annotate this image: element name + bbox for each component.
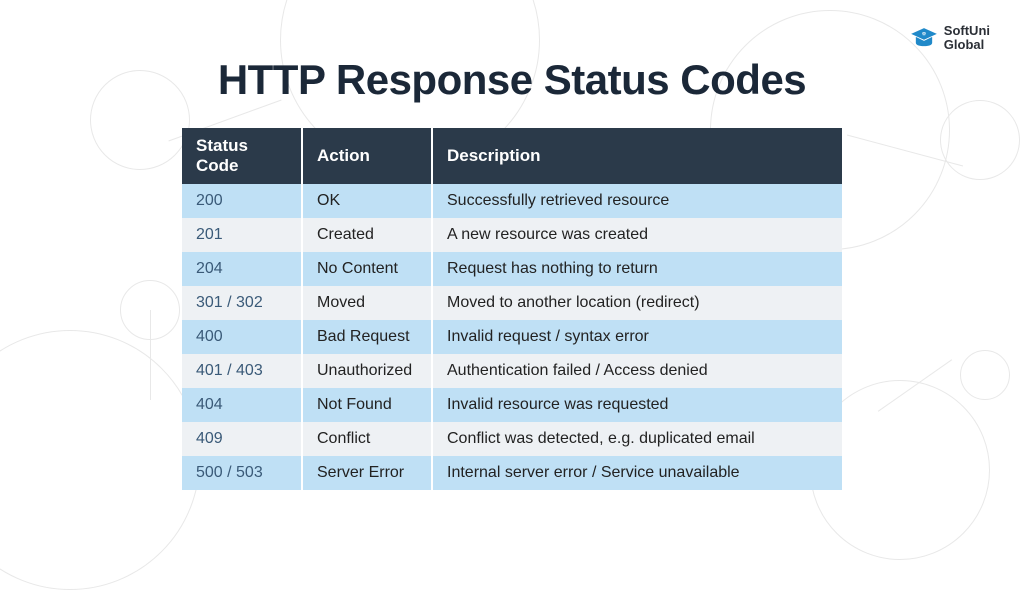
page-title: HTTP Response Status Codes (0, 56, 1024, 104)
status-codes-table: Status Code Action Description 200OKSucc… (182, 128, 842, 490)
col-header-status-code: Status Code (182, 128, 302, 184)
table-header-row: Status Code Action Description (182, 128, 842, 184)
cell-status-code: 404 (182, 388, 302, 422)
cell-description: Moved to another location (redirect) (432, 286, 842, 320)
table-row: 204No ContentRequest has nothing to retu… (182, 252, 842, 286)
table-row: 301 / 302MovedMoved to another location … (182, 286, 842, 320)
cell-status-code: 200 (182, 184, 302, 218)
cell-action: Created (302, 218, 432, 252)
cell-status-code: 401 / 403 (182, 354, 302, 388)
cell-description: Invalid request / syntax error (432, 320, 842, 354)
cell-action: OK (302, 184, 432, 218)
cell-status-code: 201 (182, 218, 302, 252)
cell-action: Conflict (302, 422, 432, 456)
cell-description: Conflict was detected, e.g. duplicated e… (432, 422, 842, 456)
col-header-action: Action (302, 128, 432, 184)
table-row: 409ConflictConflict was detected, e.g. d… (182, 422, 842, 456)
cell-status-code: 204 (182, 252, 302, 286)
table-row: 404Not FoundInvalid resource was request… (182, 388, 842, 422)
cell-description: Authentication failed / Access denied (432, 354, 842, 388)
cell-description: Request has nothing to return (432, 252, 842, 286)
brand-name-top: SoftUni (944, 24, 990, 38)
cell-action: Server Error (302, 456, 432, 490)
cell-description: Internal server error / Service unavaila… (432, 456, 842, 490)
brand-logo: SoftUni Global (910, 24, 990, 51)
cell-action: Unauthorized (302, 354, 432, 388)
cell-description: A new resource was created (432, 218, 842, 252)
col-header-description: Description (432, 128, 842, 184)
cell-description: Invalid resource was requested (432, 388, 842, 422)
cell-status-code: 400 (182, 320, 302, 354)
table-row: 400Bad RequestInvalid request / syntax e… (182, 320, 842, 354)
cell-status-code: 500 / 503 (182, 456, 302, 490)
graduation-cap-icon (910, 26, 938, 50)
cell-action: Not Found (302, 388, 432, 422)
brand-name-bottom: Global (944, 38, 990, 52)
cell-action: No Content (302, 252, 432, 286)
cell-action: Moved (302, 286, 432, 320)
table-row: 200OKSuccessfully retrieved resource (182, 184, 842, 218)
brand-name: SoftUni Global (944, 24, 990, 51)
table-row: 500 / 503Server ErrorInternal server err… (182, 456, 842, 490)
cell-action: Bad Request (302, 320, 432, 354)
table-row: 401 / 403UnauthorizedAuthentication fail… (182, 354, 842, 388)
table-row: 201CreatedA new resource was created (182, 218, 842, 252)
cell-status-code: 301 / 302 (182, 286, 302, 320)
cell-status-code: 409 (182, 422, 302, 456)
cell-description: Successfully retrieved resource (432, 184, 842, 218)
